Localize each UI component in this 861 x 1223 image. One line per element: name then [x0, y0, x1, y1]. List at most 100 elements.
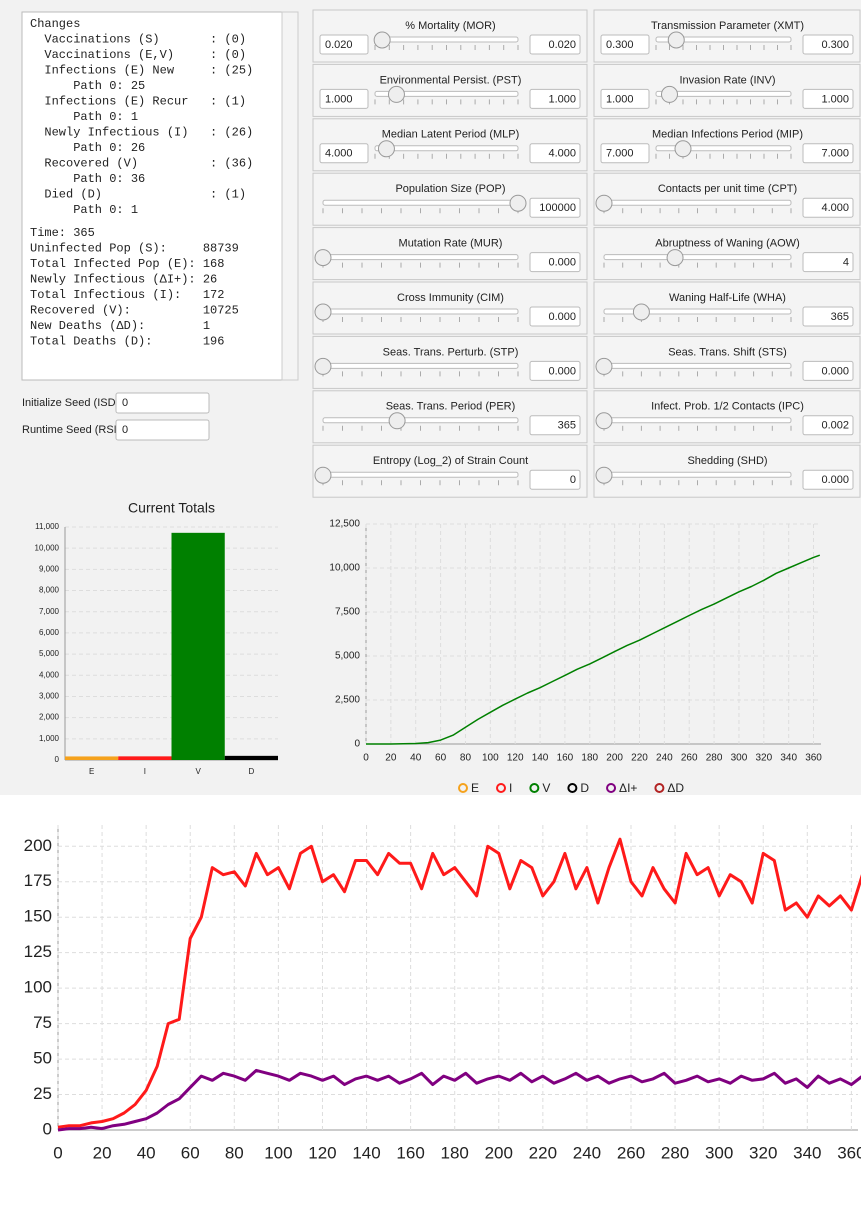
slider-track — [322, 254, 519, 261]
parameter-value-box[interactable] — [802, 306, 854, 327]
parameter-label: Contacts per unit time (CPT) — [658, 183, 797, 195]
y-tick-label: 6,000 — [39, 628, 60, 637]
parameter-value-box[interactable] — [802, 143, 854, 164]
seed-value: 0 — [122, 424, 128, 436]
parameter-value-box[interactable] — [802, 252, 854, 273]
slider-thumb[interactable] — [666, 249, 684, 267]
parameter-entry[interactable] — [319, 34, 369, 55]
parameter-value-box[interactable] — [529, 34, 581, 55]
slider-thumb[interactable] — [595, 357, 613, 375]
slider-track — [322, 362, 519, 369]
y-tick-label: 0 — [354, 739, 360, 750]
parameter-value-box[interactable] — [802, 469, 854, 490]
slider-thumb[interactable] — [314, 303, 332, 321]
parameter-value: 365 — [831, 311, 849, 323]
slider-thumb[interactable] — [661, 85, 678, 103]
parameter-value-box[interactable] — [529, 306, 581, 327]
status-line: New Deaths (ΔD): 1 — [30, 319, 210, 333]
slider-thumb[interactable] — [387, 85, 405, 103]
parameter-value: 0.020 — [548, 39, 576, 51]
parameter-entry-value: 7.000 — [606, 148, 634, 160]
bottom-chart-area — [0, 795, 861, 1223]
x-tick-label: 320 — [755, 753, 772, 764]
slider-thumb[interactable] — [509, 194, 527, 212]
slider-thumb[interactable] — [674, 140, 692, 158]
slider-track — [322, 199, 519, 206]
x-tick-label: I — [144, 767, 146, 776]
slider-track — [322, 471, 519, 478]
x-tick-label: 220 — [631, 753, 648, 764]
status-line: Total Infected Pop (E): 168 — [30, 257, 224, 271]
parameter-value-box[interactable] — [529, 360, 581, 381]
scrollbar[interactable] — [281, 11, 299, 381]
parameter-entry[interactable] — [319, 143, 369, 164]
slider-thumb[interactable] — [314, 249, 332, 267]
parameter-label: % Mortality (MOR) — [405, 20, 495, 32]
parameter-label: Seas. Trans. Perturb. (STP) — [383, 346, 519, 358]
x-tick-label: 300 — [731, 753, 748, 764]
x-tick-label: 360 — [805, 753, 822, 764]
parameter-value: 0.000 — [821, 474, 849, 486]
parameter-value-box[interactable] — [529, 197, 581, 218]
parameter-value-box[interactable] — [802, 88, 854, 109]
status-line: Infections (E) New : (25) — [30, 64, 253, 78]
parameter-label: Environmental Persist. (PST) — [380, 74, 522, 86]
y-tick-label: 25 — [33, 1084, 52, 1103]
y-tick-label: 175 — [24, 871, 52, 890]
parameter-value-box[interactable] — [529, 143, 581, 164]
y-tick-label: 75 — [33, 1013, 52, 1032]
seed-value: 0 — [122, 397, 128, 409]
y-tick-label: 50 — [33, 1049, 52, 1068]
parameter-label: Transmission Parameter (XMT) — [651, 20, 804, 32]
legend-label: V — [542, 781, 550, 795]
slider-thumb[interactable] — [377, 140, 395, 158]
x-tick-label: 340 — [780, 753, 797, 764]
parameter-label: Population Size (POP) — [395, 183, 505, 195]
parameter-value: 1.000 — [821, 93, 849, 105]
slider-thumb[interactable] — [373, 31, 391, 49]
parameter-entry-value: 4.000 — [325, 148, 353, 160]
seed-input[interactable] — [115, 419, 210, 441]
parameter-label: Entropy (Log_2) of Strain Count — [373, 455, 528, 467]
status-line: Newly Infectious (I) : (26) — [30, 126, 253, 140]
parameter-value-box[interactable] — [802, 415, 854, 436]
x-tick-label: 280 — [706, 753, 723, 764]
parameter-label: Invasion Rate (INV) — [680, 74, 776, 86]
slider-track — [322, 308, 519, 315]
parameter-label: Mutation Rate (MUR) — [399, 238, 503, 250]
parameter-value-box[interactable] — [802, 34, 854, 55]
slider-thumb[interactable] — [314, 357, 332, 375]
parameter-value-box[interactable] — [529, 252, 581, 273]
y-tick-label: 7,000 — [39, 607, 60, 616]
slider-thumb[interactable] — [632, 303, 650, 321]
parameter-value-box[interactable] — [802, 360, 854, 381]
x-tick-label: 360 — [837, 1143, 861, 1162]
parameter-entry[interactable] — [600, 143, 650, 164]
slider-track — [655, 90, 792, 97]
slider-thumb[interactable] — [595, 194, 613, 212]
status-line: Recovered (V): 10725 — [30, 304, 239, 318]
parameter-entry[interactable] — [600, 88, 650, 109]
parameter-value-box[interactable] — [529, 469, 581, 490]
slider-track — [655, 36, 792, 43]
x-tick-label: 260 — [617, 1143, 645, 1162]
parameter-value-box[interactable] — [529, 88, 581, 109]
legend-label: ΔI+ — [619, 781, 637, 795]
parameter-entry[interactable] — [600, 34, 650, 55]
slider-thumb[interactable] — [667, 31, 685, 49]
x-tick-label: 100 — [482, 753, 499, 764]
x-tick-label: 20 — [385, 753, 397, 764]
slider-thumb[interactable] — [595, 466, 613, 484]
x-tick-label: 240 — [573, 1143, 601, 1162]
slider-thumb[interactable] — [314, 466, 332, 484]
parameter-value-box[interactable] — [529, 415, 581, 436]
parameter-entry[interactable] — [319, 88, 369, 109]
status-panel — [21, 11, 299, 381]
y-tick-label: 200 — [24, 836, 52, 855]
seed-input[interactable] — [115, 392, 210, 414]
parameter-value-box[interactable] — [802, 197, 854, 218]
slider-thumb[interactable] — [595, 412, 613, 430]
slider-thumb[interactable] — [388, 412, 406, 430]
parameter-value: 1.000 — [548, 93, 576, 105]
